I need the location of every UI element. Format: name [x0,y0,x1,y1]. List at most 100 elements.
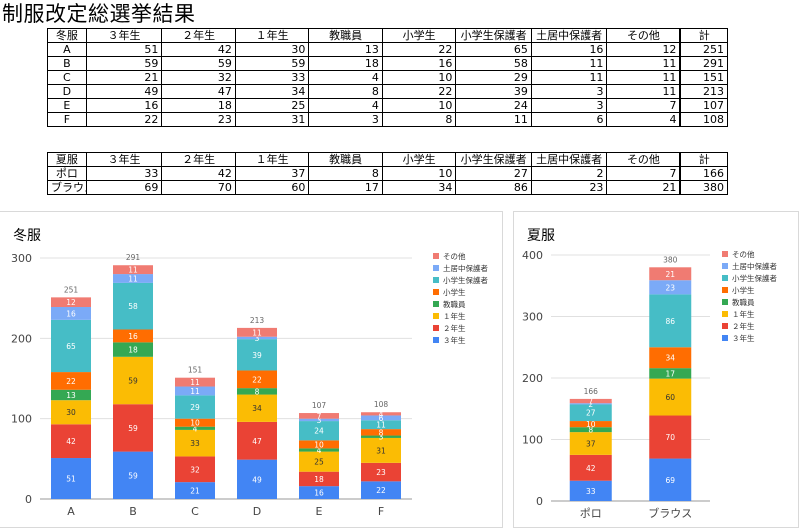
legend-swatch [722,263,728,269]
legend-swatch [722,335,728,341]
data-label: 42 [66,437,76,446]
data-label: 32 [190,465,200,474]
total-label: 380 [663,255,678,264]
winter-table-cell: 16 [530,42,608,57]
y-tick-label: 300 [522,311,543,324]
summer-table-header-9: 計 [679,152,729,167]
legend-swatch [433,289,439,295]
bar-segment [361,435,401,438]
winter-table-row: B 59 59 59 18 16 58 11 11 291 [47,56,729,71]
data-label: 11 [190,387,200,396]
bar-segment [299,448,339,452]
summer-table-cell: 2 [530,166,608,181]
data-label: 13 [66,391,76,400]
summer-table-header-4: 教職員 [308,152,383,167]
data-label: 11 [128,274,138,283]
bar-segment [649,415,692,459]
data-label: 10 [586,420,596,429]
data-label: 16 [314,489,324,498]
summer-table-cell: 23 [530,180,608,195]
winter-table-cell: 22 [381,42,457,57]
winter-table-cell: 22 [381,84,457,99]
data-label: 25 [314,458,324,467]
total-label: 251 [64,285,79,294]
legend-label: 小学生 [443,287,466,297]
legend-label: ３年生 [732,333,755,343]
data-label: 3 [379,433,384,442]
summer-table-row: ポロ 33 42 37 8 10 27 2 7 166 [47,166,729,181]
summer-table-cell: 34 [381,180,457,195]
data-label: 69 [665,476,675,485]
bar-segment [237,394,277,422]
x-tick-label: D [253,505,261,518]
bar-segment [175,418,215,427]
winter-table-cell: 21 [85,70,163,85]
data-label: 4 [193,424,198,433]
bar-segment [649,347,692,369]
legend-swatch [433,253,439,259]
bar-segment [113,356,153,405]
winter-table-cell: 59 [85,56,163,71]
bar-segment [51,389,91,401]
data-label: 30 [66,408,76,417]
y-tick-label: 0 [25,493,32,506]
winter-table-cell: 11 [530,56,608,71]
bar-segment [175,429,215,457]
bar-segment [51,319,91,373]
winter-table-cell: 8 [308,84,383,99]
winter-table-cell: 12 [606,42,681,57]
summer-chart-panel: 夏服 0 100 200 300 400 33 42 37 8 10 27 2 7 166 ポロ 69 70 60… [513,211,799,528]
data-label: 12 [66,298,76,307]
data-label: 4 [317,446,322,455]
data-label: 49 [252,475,262,484]
legend-swatch [433,265,439,271]
data-label: 59 [128,377,138,386]
summer-table-cell: 7 [606,166,681,181]
data-label: 37 [586,439,596,448]
winter-table-cell: 11 [606,84,681,99]
legend-label: ３年生 [443,335,466,345]
y-tick-label: 300 [11,252,32,265]
summer-table-cell: 42 [161,166,236,181]
summer-table-cell: 17 [308,180,383,195]
bar-segment [299,421,339,441]
bar-segment [175,377,215,387]
bar-segment [569,421,612,428]
bar-segment [237,339,277,371]
legend-label: 教職員 [732,297,755,307]
summer-table-header-7: 土居中保護者 [530,152,608,167]
winter-table-cell: 10 [381,98,457,113]
winter-table-cell: 47 [161,84,236,99]
legend-label: 小学生保護者 [732,273,777,283]
summer-table-cell: 33 [85,166,163,181]
data-label: 29 [190,403,200,412]
winter-table-row: C 21 32 33 4 10 29 11 11 151 [47,70,729,85]
bar-segment [299,451,339,472]
data-label: 58 [128,302,138,311]
x-tick-label: ブラウス [648,506,692,520]
bar-segment [649,378,692,416]
winter-table-cell: 42 [161,42,236,57]
bar-segment [113,274,153,283]
legend-swatch [722,299,728,305]
data-label: 23 [376,468,386,477]
legend-label: その他 [732,249,755,259]
data-label: 17 [665,369,675,378]
bar-segment [361,420,401,430]
data-label: 22 [376,486,386,495]
total-label: 291 [126,253,141,262]
data-label: 8 [588,426,593,435]
data-label: 7 [588,397,593,406]
winter-table-cell: 24 [455,98,532,113]
winter-table-cell: 11 [606,56,681,71]
y-tick-label: 100 [11,413,32,426]
data-label: 59 [128,424,138,433]
bar-segment [569,480,612,501]
winter-table-cell: 3 [308,112,383,127]
winter-table-header-2: ２年生 [161,28,236,43]
legend-swatch [722,323,728,329]
winter-table-header-9: 計 [679,28,729,43]
winter-table-row-label: A [47,42,87,57]
bar-segment [569,398,612,404]
winter-table-cell: 3 [530,84,608,99]
